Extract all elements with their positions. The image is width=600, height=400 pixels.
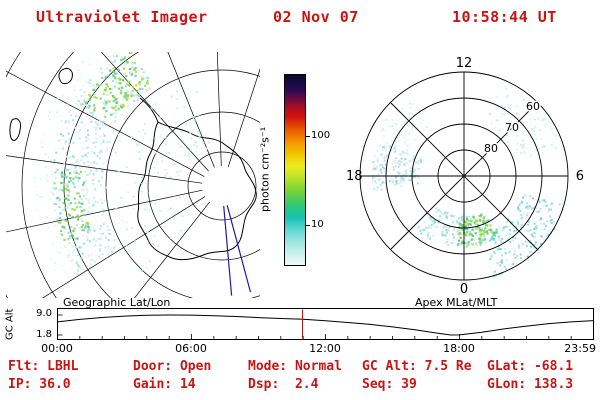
colorbar-tick-100 [305, 136, 310, 137]
ytick-9: 9.0 [36, 308, 52, 319]
status-door: Door: Open [133, 359, 212, 374]
mlt-label-0: 0 [460, 282, 468, 297]
status-dsp: Dsp: 2.4 [248, 377, 319, 392]
xtick-2359: 23:59 [564, 342, 596, 355]
mlat-label-60: 60 [526, 100, 540, 113]
mlt-label-6: 6 [576, 169, 584, 184]
aurora-emission-apex [371, 87, 565, 278]
colorbar [284, 74, 306, 266]
mlt-label-18: 18 [346, 169, 363, 184]
gc-alt-plot [57, 308, 594, 340]
status-glon: GLon: 138.3 [487, 377, 574, 392]
colorbar-tick-label-10: 10 [311, 219, 324, 230]
app-title: Ultraviolet Imager [36, 8, 208, 26]
status-mode: Mode: Normal [248, 359, 342, 374]
mlt-label-12: 12 [456, 56, 473, 71]
xtick-1800: 18:00 [443, 342, 475, 355]
apex-caption: Apex MLat/MLT [415, 296, 498, 309]
coastline [9, 67, 257, 261]
header-time: 10:58:44 UT [452, 8, 557, 26]
colorbar-tick-10 [305, 225, 310, 226]
apex-polar-panel: 12 0 18 6 80 70 60 [346, 56, 584, 297]
timeline-y-axis-label: GC Alt [4, 308, 16, 340]
xtick-0000: 00:00 [41, 342, 73, 355]
colorbar-tick-label-100: 100 [311, 130, 331, 141]
xtick-1200: 12:00 [309, 342, 341, 355]
geographic-map-panel [6, 52, 260, 298]
status-gain: Gain: 14 [133, 377, 196, 392]
colorbar-units-label: photon cm⁻²s⁻¹ [258, 126, 272, 212]
polar-grid [359, 71, 569, 281]
geographic-caption: Geographic Lat/Lon [63, 296, 171, 309]
status-ip: IP: 36.0 [8, 377, 71, 392]
aurora-emission-geographic [34, 52, 211, 276]
mlat-label-80: 80 [484, 142, 498, 155]
header-date: 02 Nov 07 [273, 8, 359, 26]
magnetic-meridian-lines [223, 205, 252, 296]
status-glat: GLat: -68.1 [487, 359, 574, 374]
ytick-1-8: 1.8 [36, 329, 52, 340]
map-graticule [6, 52, 260, 298]
status-seq: Seq: 39 [362, 377, 417, 392]
status-gc-alt: GC Alt: 7.5 Re [362, 359, 472, 374]
xtick-0600: 06:00 [175, 342, 207, 355]
mlat-label-70: 70 [505, 121, 519, 134]
status-flt: Flt: LBHL [8, 359, 79, 374]
